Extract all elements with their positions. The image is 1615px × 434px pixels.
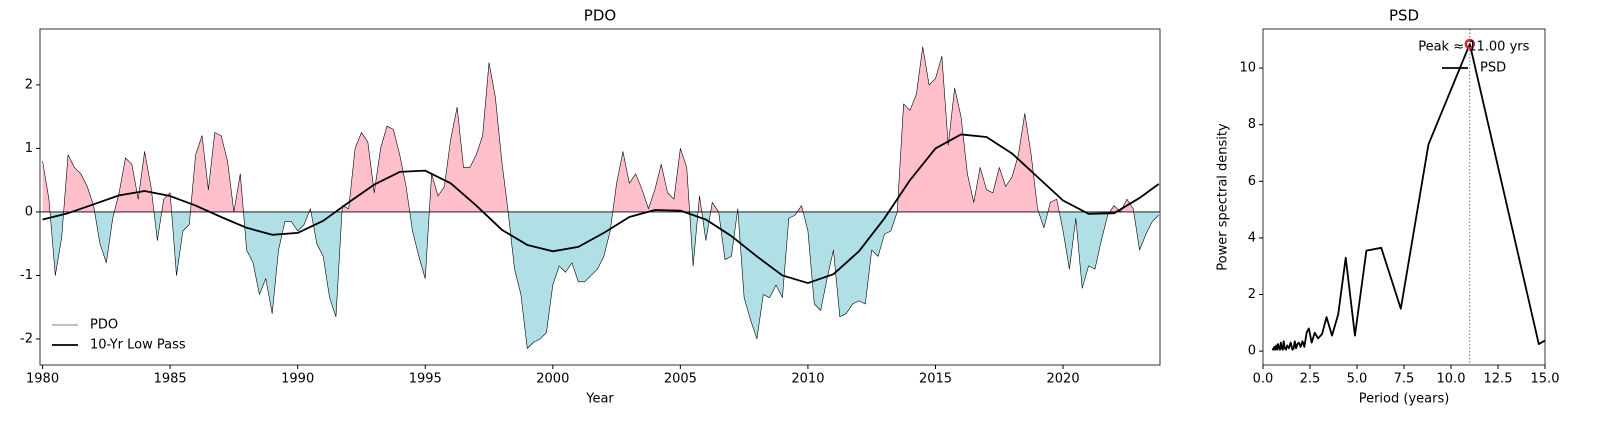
x-tick-label: 2.5 [1300,372,1321,387]
axes-frame [39,28,1161,366]
x-tick-label: 1980 [26,372,59,387]
x-tick-label: 2010 [791,372,824,387]
legend-label: 10-Yr Low Pass [90,338,186,353]
y-tick-label: -1 [20,268,33,283]
x-tick-label: 2015 [919,372,952,387]
x-tick-label: 1995 [409,372,442,387]
plot-area [1271,43,1545,351]
y-tick-label: 2 [25,77,33,92]
y-tick-label: 1 [25,141,33,156]
x-tick-label: 2005 [664,372,697,387]
positive-area [42,46,1159,212]
peak-marker [1464,38,1476,50]
annotation: Peak ≈ 11.00 yrs [1418,40,1529,55]
series-line [42,133,1160,284]
legend-label: PSD [1480,61,1506,76]
y-tick-label: 8 [1248,117,1256,132]
chart-title: PSD [1389,7,1419,25]
y-tick-label: 6 [1248,174,1256,189]
axes-frame [1262,28,1546,366]
y-tick-label: 0 [25,204,33,219]
legend-label: PDO [90,318,118,333]
y-tick-label: 0 [1248,344,1256,359]
y-tick-label: -2 [20,331,33,346]
x-tick-label: 7.5 [1394,372,1415,387]
x-tick-label: 15.0 [1531,372,1560,387]
x-tick-label: 1985 [154,372,187,387]
x-axis-label: Period (years) [1359,392,1450,407]
negative-area [49,211,1159,349]
y-tick-label: 10 [1239,61,1256,76]
x-tick-label: 0.0 [1253,372,1274,387]
y-axis-label: Power spectral density [1216,123,1231,271]
series-line [1271,43,1545,351]
chart-title: PDO [584,7,616,25]
series-line [42,46,1159,349]
x-tick-label: 5.0 [1347,372,1368,387]
x-tick-label: 10.0 [1437,372,1466,387]
x-tick-label: 2000 [536,372,569,387]
plot-area [40,46,1160,349]
x-tick-label: 2020 [1047,372,1080,387]
y-tick-label: 4 [1248,230,1256,245]
x-tick-label: 12.5 [1484,372,1513,387]
y-tick-label: 2 [1248,287,1256,302]
x-axis-label: Year [585,392,614,407]
x-tick-label: 1990 [281,372,314,387]
